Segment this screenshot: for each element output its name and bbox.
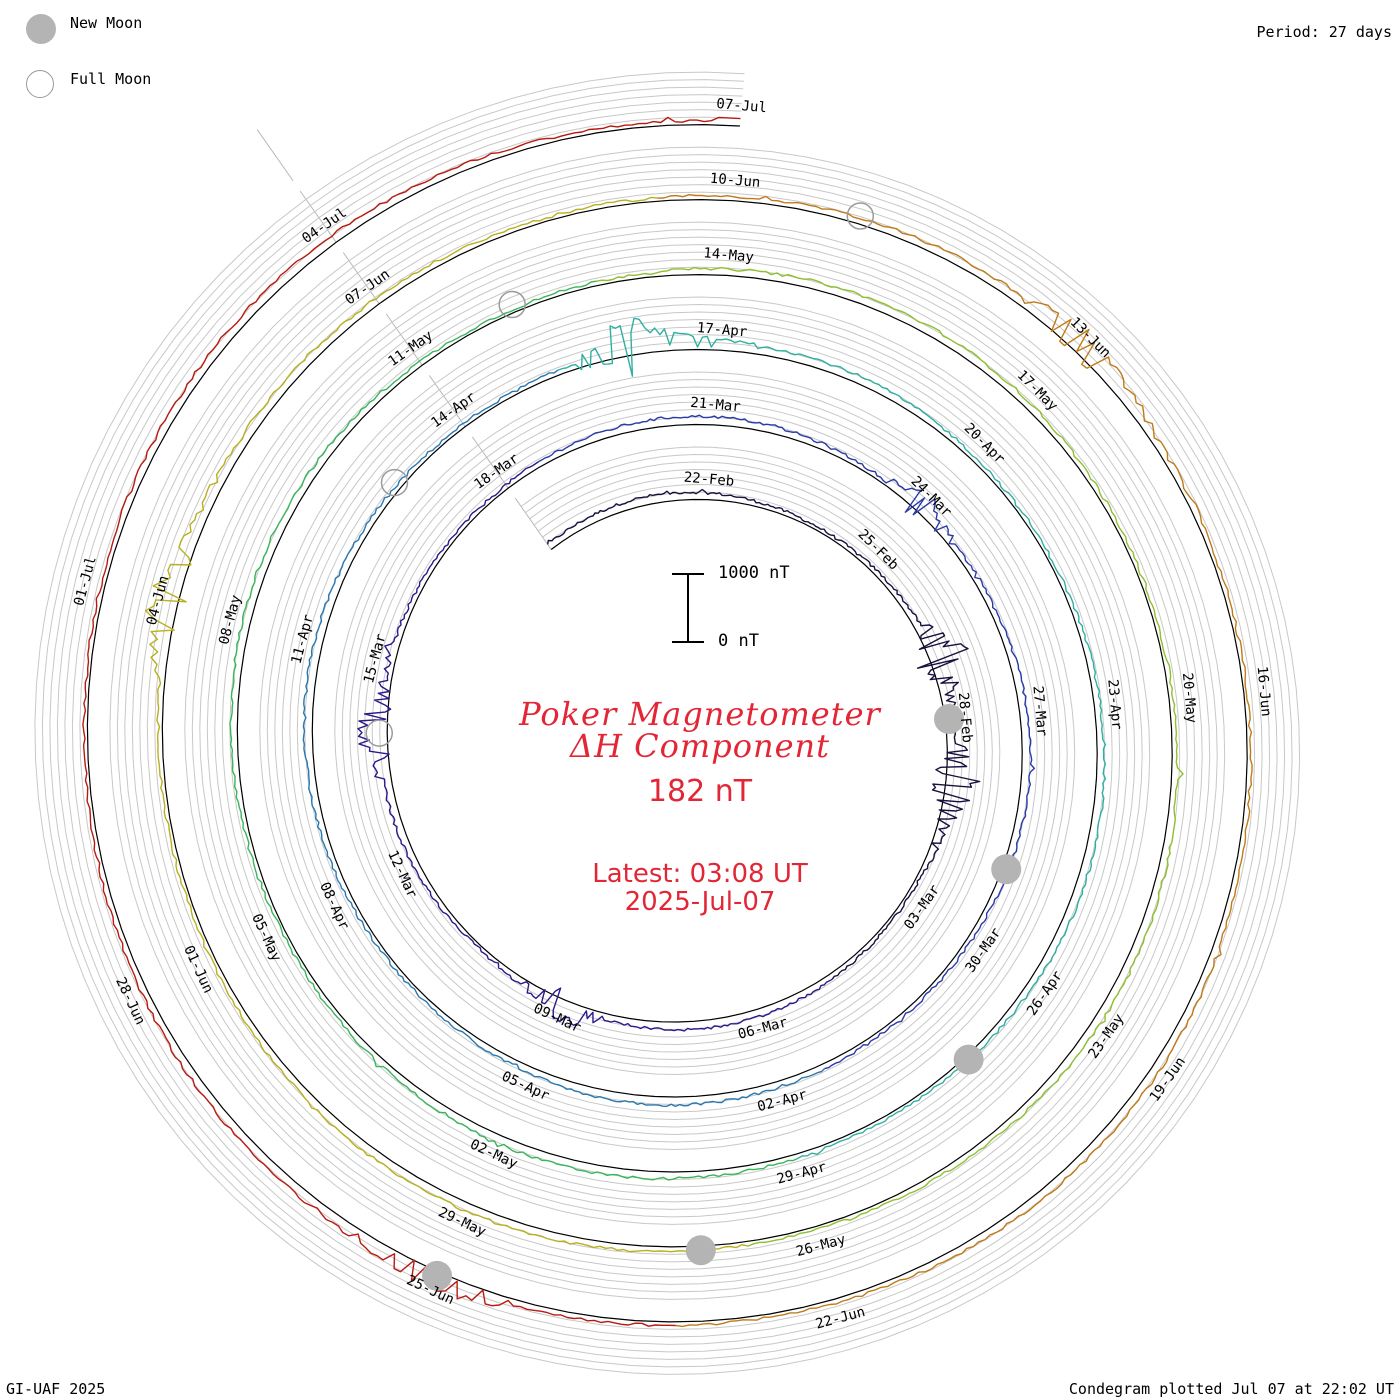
latest-time: Latest: 03:08 UT <box>592 859 808 889</box>
period-label: Period: 27 days <box>1256 23 1392 41</box>
date-tick-label: 27-Mar <box>1029 685 1049 737</box>
rotation-spoke <box>514 498 552 550</box>
date-tick-label: 14-May <box>703 245 755 265</box>
date-tick-label: 07-Jun <box>342 266 393 308</box>
data-series-segment <box>547 488 981 980</box>
new-moon-marker <box>422 1260 453 1291</box>
date-tick-label: 28-Jun <box>112 975 148 1028</box>
date-tick-label: 02-May <box>467 1136 520 1172</box>
date-tick-label: 22-Feb <box>683 470 735 490</box>
full-moon-marker <box>365 719 393 747</box>
date-tick-label: 07-Jul <box>716 96 768 116</box>
new-moon-marker <box>685 1235 716 1266</box>
plotted-timestamp: Condegram plotted Jul 07 at 22:02 UT <box>1068 1380 1394 1398</box>
full-moon-marker <box>846 202 875 230</box>
moon-markers <box>365 202 1022 1291</box>
grid-ring <box>56 94 1278 1353</box>
full-moon-marker <box>498 290 526 319</box>
data-series-segment <box>357 460 833 1032</box>
date-tick-label: 16-Jun <box>1254 666 1274 718</box>
data-series-segment <box>145 196 749 1253</box>
scale-bottom-label: 0 nT <box>718 631 759 651</box>
new-moon-marker <box>991 854 1022 885</box>
date-tick-label: 08-Apr <box>316 880 352 933</box>
chart-title: Poker Magnetometer ΔH Component <box>440 698 960 762</box>
scale-top-label: 1000 nT <box>718 563 790 583</box>
data-series-segment <box>302 369 826 1108</box>
grid-ring <box>49 86 1286 1360</box>
date-tick-label: 05-May <box>248 911 284 964</box>
date-tick-label: 09-Mar <box>531 1000 584 1036</box>
date-tick-label: 20-May <box>1179 672 1199 724</box>
rotation-spokes <box>256 129 552 550</box>
data-series-segment <box>538 414 1035 1070</box>
grid-ring <box>34 71 1301 1375</box>
new-moon-legend-label: New Moon <box>70 14 143 32</box>
date-tick-label: 05-Apr <box>499 1068 552 1104</box>
credit-label: GI-UAF 2025 <box>6 1380 106 1398</box>
grid-ring <box>64 101 1271 1345</box>
latest-date: 2025-Jul-07 <box>624 887 776 917</box>
grid-ring <box>41 79 1293 1368</box>
current-value: 182 nT <box>647 774 753 809</box>
rotation-spoke <box>256 129 294 182</box>
date-tick-label: 21-Mar <box>690 395 742 415</box>
full-moon-marker <box>380 468 409 497</box>
data-trace <box>82 116 1253 1328</box>
date-tick-label: 13-Jun <box>1067 314 1114 361</box>
grid-ring <box>71 109 1263 1338</box>
date-tick-label: 17-May <box>1014 367 1061 414</box>
data-series-segment <box>82 116 741 1327</box>
baseline-line <box>86 123 1248 1323</box>
date-tick-label: 11-May <box>385 328 436 370</box>
date-tick-label: 10-Jun <box>709 171 761 191</box>
data-series-segment <box>229 280 798 1181</box>
date-tick-label: 20-Apr <box>961 420 1008 467</box>
chart-title-line1: Poker Magnetometer <box>519 695 881 733</box>
data-series-segment <box>596 266 1184 1247</box>
new-moon-marker <box>953 1044 984 1075</box>
full-moon-legend-icon <box>26 70 54 98</box>
new-moon-marker <box>933 703 964 734</box>
grid-rings <box>34 71 1301 1375</box>
date-tick-label: 01-Jun <box>180 943 216 996</box>
date-tick-label: 14-Apr <box>428 389 479 431</box>
date-tick-label: 12-Mar <box>384 848 420 901</box>
full-moon-legend-label: Full Moon <box>70 70 152 88</box>
chart-title-line2: ΔH Component <box>569 727 831 765</box>
data-series-segment <box>557 317 1107 1160</box>
date-tick-label: 17-Apr <box>696 320 748 340</box>
latest-timestamp: Latest: 03:08 UT 2025-Jul-07 <box>440 860 960 916</box>
data-series-segment <box>657 194 1253 1328</box>
new-moon-legend-icon <box>26 14 56 44</box>
baseline-spiral <box>86 123 1248 1323</box>
date-tick-label: 23-Apr <box>1104 679 1124 731</box>
scale-bar <box>672 573 704 643</box>
date-tick-label: 25-Feb <box>855 526 902 573</box>
date-tick-label: 28-Feb <box>955 692 975 744</box>
date-tick-label: 18-Mar <box>471 451 522 493</box>
